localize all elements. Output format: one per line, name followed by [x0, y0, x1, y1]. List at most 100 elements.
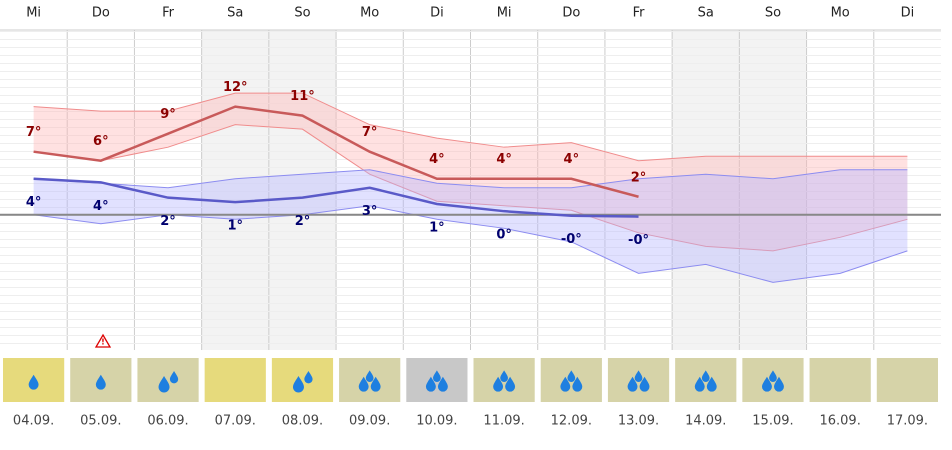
range-upper-edge	[33, 169, 908, 189]
weekday-label: Sa	[227, 6, 243, 21]
weekday-label: Di	[430, 6, 444, 21]
value-label: 7°	[26, 125, 42, 140]
value-label: 4°	[429, 152, 445, 167]
rain-drop	[627, 376, 638, 392]
value-label: 11°	[290, 89, 315, 104]
rain-drop	[762, 376, 772, 392]
rain-drop	[437, 376, 448, 392]
rain-drop	[560, 376, 571, 392]
weekday-label: So	[765, 6, 781, 21]
range-band	[33, 169, 908, 283]
weather-icon-box	[876, 358, 938, 402]
rain-drop	[95, 374, 106, 390]
value-label: 4°	[26, 195, 42, 210]
weekday-label: Mi	[497, 6, 512, 21]
weekday-label: Fr	[633, 6, 646, 21]
range-lower-edge	[33, 124, 908, 252]
weather-icon-box	[137, 358, 199, 402]
date-label: 13.09.	[618, 414, 659, 429]
date-label: 16.09.	[819, 414, 860, 429]
rain-drop	[365, 370, 374, 382]
value-label: -0°	[628, 233, 649, 248]
precipitation-icon	[358, 370, 381, 392]
date-label: 12.09.	[551, 414, 592, 429]
range-upper-edge	[33, 92, 908, 162]
rain-drop	[701, 370, 710, 382]
rain-drop	[28, 374, 39, 390]
rain-drop	[292, 376, 304, 393]
rain-drop	[639, 376, 650, 392]
range-band	[33, 93, 908, 251]
date-label: 07.09.	[215, 414, 256, 429]
date-label: 14.09.	[685, 414, 726, 429]
rain-drop	[567, 370, 576, 382]
rain-drop	[425, 376, 436, 392]
rain-drop	[304, 371, 313, 384]
date-label: 11.09.	[483, 414, 524, 429]
value-label: 9°	[160, 107, 176, 122]
value-label: 6°	[93, 134, 109, 149]
precipitation-icon	[95, 374, 106, 390]
weekday-label: Do	[562, 6, 580, 21]
precipitation-icon	[158, 371, 179, 393]
rain-drop	[505, 376, 516, 392]
value-label: 4°	[93, 199, 109, 214]
value-label: 3°	[362, 204, 378, 219]
precipitation-icon	[627, 370, 650, 392]
weekday-label: Do	[92, 6, 110, 21]
value-label: 2°	[160, 214, 176, 229]
rain-drop	[500, 370, 508, 382]
value-label: 2°	[295, 214, 311, 229]
date-label: 06.09.	[147, 414, 188, 429]
weather-icon-box	[204, 358, 266, 402]
weekday-label: Sa	[698, 6, 714, 21]
weekday-label: Mi	[26, 6, 41, 21]
temperature-line	[33, 177, 639, 218]
value-label: 0°	[496, 228, 512, 243]
weekday-label: Di	[901, 6, 915, 21]
svg-text:!: !	[101, 338, 105, 347]
rain-drop	[769, 370, 777, 382]
rain-drop	[706, 376, 717, 392]
date-label: 17.09.	[887, 414, 928, 429]
value-label: 2°	[631, 170, 647, 185]
value-label: 1°	[227, 219, 243, 234]
rain-drop	[634, 370, 643, 382]
value-label: -0°	[561, 232, 582, 247]
value-label: 4°	[496, 152, 512, 167]
rain-drop	[774, 376, 784, 392]
precipitation-icon	[762, 370, 784, 392]
value-label: 1°	[429, 220, 445, 235]
rain-drop	[370, 376, 381, 392]
weather-icon-box	[271, 358, 334, 402]
date-label: 10.09.	[416, 414, 457, 429]
weekday-label: So	[294, 6, 310, 21]
value-label: 4°	[564, 152, 580, 167]
weather-icon-box	[809, 358, 871, 402]
rain-drop	[694, 376, 705, 392]
rain-drop	[158, 376, 170, 393]
temperature-line	[33, 105, 639, 198]
weekday-label: Mo	[360, 6, 379, 21]
date-label: 05.09.	[80, 414, 121, 429]
rain-drop	[433, 370, 441, 382]
precipitation-icon	[28, 374, 39, 390]
rain-drop	[493, 376, 504, 392]
precipitation-icon	[493, 370, 516, 392]
precipitation-icon	[292, 371, 313, 393]
value-label: 12°	[223, 80, 248, 95]
date-label: 15.09.	[752, 414, 793, 429]
rain-drop	[358, 376, 369, 392]
precipitation-icon	[425, 370, 448, 392]
warning-icon: !	[94, 333, 112, 348]
rain-drop	[572, 376, 583, 392]
grid-background	[0, 30, 941, 350]
value-label: 7°	[362, 125, 378, 140]
weekday-label: Mo	[831, 6, 850, 21]
date-label: 08.09.	[282, 414, 323, 429]
precipitation-icon	[560, 370, 583, 392]
weekday-label: Fr	[162, 6, 175, 21]
date-label: 09.09.	[349, 414, 390, 429]
rain-drop	[169, 371, 179, 384]
date-label: 04.09.	[13, 414, 54, 429]
